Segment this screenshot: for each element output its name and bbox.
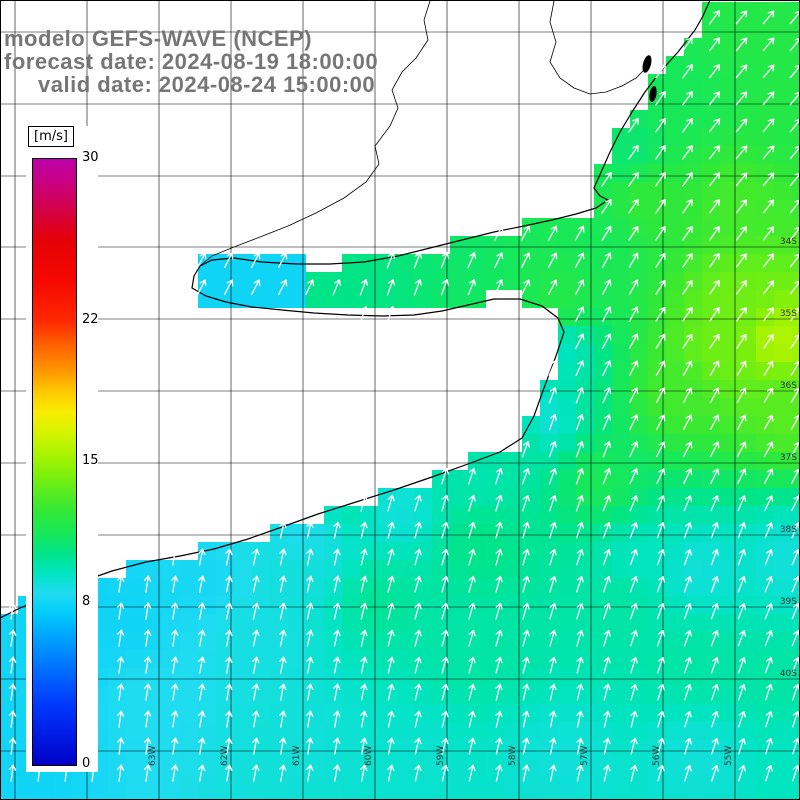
latitude-labels: 34S 35S 36S 37S 38S 39S 40S [780,237,797,679]
river-path [549,0,645,95]
lat-label: 39S [780,597,797,607]
lat-label: 34S [780,237,797,247]
lat-label: 36S [780,381,797,391]
lon-label: 59W [436,746,446,766]
colorbar-tick-label: 8 [82,594,91,610]
colorbar-gradient [32,158,77,766]
title-block: modelo GEFS-WAVE (NCEP) forecast date: 2… [4,27,378,96]
lon-label: 63W [148,746,158,766]
lon-label: 61W [292,746,302,766]
lagoon [642,55,652,73]
model-title: modelo GEFS-WAVE (NCEP) [4,26,313,51]
lat-label: 37S [780,453,797,463]
coastline [0,0,711,619]
valid-date: valid date: 2024-08-24 15:00:00 [38,72,376,97]
lat-label: 38S [780,525,797,535]
forecast-date: forecast date: 2024-08-19 18:00:00 [4,49,379,74]
colorbar-units-label: [m/s] [28,126,74,147]
coast-path [0,0,711,619]
lat-label: 40S [780,669,797,679]
lon-label: 56W [652,746,662,766]
lon-label: 60W [364,746,374,766]
lon-label: 58W [508,746,518,766]
colorbar-tick-label: 15 [82,453,99,468]
lon-label: 57W [580,746,590,766]
colorbar-tick-label: 0 [82,756,91,771]
colorbar-tick-label: 22 [82,311,99,327]
lon-label: 55W [724,746,734,766]
lon-label: 62W [220,746,230,766]
colorbar: [m/s] 30 22 15 8 0 [26,126,99,772]
lat-label: 35S [780,309,797,319]
river-path [199,0,431,267]
colorbar-tick-label: 30 [82,150,99,165]
lagoon [649,86,657,102]
